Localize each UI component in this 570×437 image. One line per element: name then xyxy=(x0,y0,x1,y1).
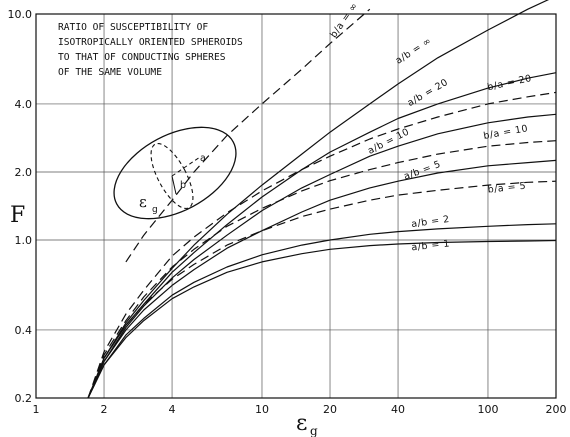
x-tick-label: 20 xyxy=(323,403,337,416)
plot-frame xyxy=(35,13,557,399)
diagram-label-a: a xyxy=(200,153,206,164)
series-line-a-b-1 xyxy=(87,239,557,399)
series-label: b/a = 5 xyxy=(487,181,527,196)
series-line-a-b-2 xyxy=(87,223,557,399)
y-tick-label: 4.0 xyxy=(15,98,33,111)
x-tick-label: 4 xyxy=(169,403,176,416)
series-line-b-a-20 xyxy=(87,91,557,399)
series-label: a/b = 5 xyxy=(402,159,442,183)
series-labels: a/b = ∞a/b = 20a/b = 10a/b = 5a/b = 2a/b… xyxy=(328,1,532,254)
title-line-1: RATIO OF SUSCEPTIBILITY OF xyxy=(58,22,208,33)
series-lines xyxy=(87,0,557,399)
series-label: b/a = 10 xyxy=(483,123,529,142)
series-label: a/b = ∞ xyxy=(394,35,434,66)
series-line-a-b-20 xyxy=(87,72,557,399)
series-line-b-a-5 xyxy=(87,180,557,399)
series-line-b-a xyxy=(125,8,371,263)
x-tick-label: 2 xyxy=(101,403,108,416)
x-tick-label: 1 xyxy=(33,403,40,416)
spheroid-outline xyxy=(113,126,237,220)
x-tick-label: 10 xyxy=(255,403,269,416)
diagram-label-b: b xyxy=(180,180,187,191)
y-tick-label: 0.2 xyxy=(15,392,33,405)
x-axis-label-sub: g xyxy=(310,424,318,437)
y-axis-label: F xyxy=(10,203,25,228)
series-line-a-b xyxy=(87,0,550,399)
series-label: b/a = ∞ xyxy=(328,1,360,40)
y-tick-label: 2.0 xyxy=(15,166,33,179)
y-tick-label: 1.0 xyxy=(15,234,33,247)
title-line-2: ISOTROPICALLY ORIENTED SPHEROIDS xyxy=(58,37,243,48)
axis-a-line xyxy=(171,156,201,177)
spheroid-cross-section xyxy=(150,142,194,210)
diagram-label-eps-sub: g xyxy=(152,205,158,215)
series-label: b/a = 20 xyxy=(486,73,532,93)
diagram-label-eps: ε xyxy=(139,193,147,211)
series-line-b-a-10 xyxy=(87,140,557,399)
title-line-4: OF THE SAME VOLUME xyxy=(58,67,162,78)
series-label: a/b = 1 xyxy=(411,238,451,253)
x-tick-label: 200 xyxy=(546,403,567,416)
y-tick-label: 0.4 xyxy=(15,324,33,337)
x-tick-label: 40 xyxy=(391,403,405,416)
title-box: RATIO OF SUSCEPTIBILITY OF ISOTROPICALLY… xyxy=(58,22,243,78)
tick-labels: 1 2 4 10 20 40 100 200 0.2 0.4 1.0 2.0 4.0 10.0 xyxy=(8,8,567,416)
x-axis-label: ε xyxy=(296,411,307,436)
title-line-3: TO THAT OF CONDUCTING SPHERES xyxy=(58,52,226,63)
axis-b-line xyxy=(171,175,177,195)
x-tick-label: 100 xyxy=(477,403,498,416)
series-line-a-b-5 xyxy=(87,159,557,399)
series-label: a/b = 2 xyxy=(411,214,451,230)
y-tick-label: 10.0 xyxy=(8,8,33,21)
spheroid-diagram: a b ε g xyxy=(113,126,237,220)
